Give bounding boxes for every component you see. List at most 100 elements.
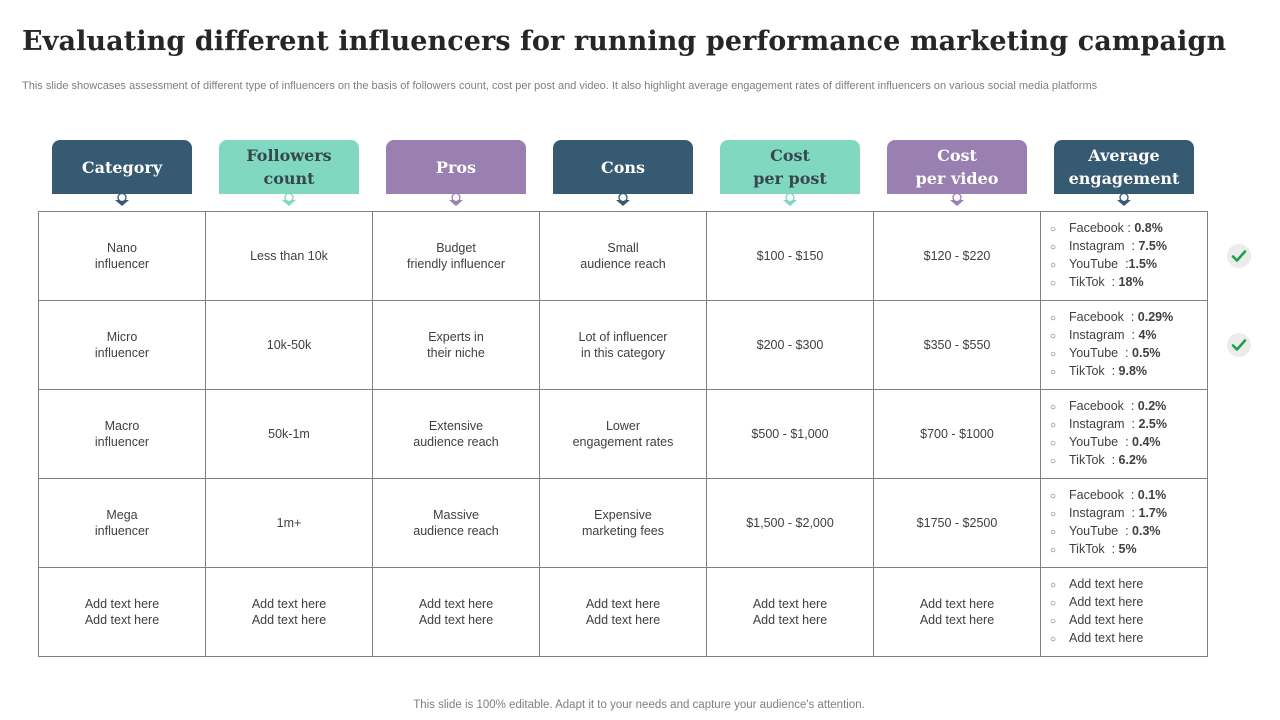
cell-cost-video: Add text here Add text here: [873, 567, 1041, 657]
platform-label: TikTok :: [1069, 275, 1119, 289]
platform-label: YouTube :: [1069, 257, 1129, 271]
hollow-bullet-icon: ○: [1050, 545, 1057, 556]
table-row: Nano influencer Less than 10k Budget frien…: [38, 211, 1208, 301]
list-item: ○ Instagram : 7.5%: [1050, 238, 1207, 256]
platform-label: Facebook :: [1069, 488, 1138, 502]
engagement-rate: 0.1%: [1137, 488, 1167, 502]
platform-label: YouTube :: [1069, 346, 1133, 360]
list-item: ○ Facebook : 0.1%: [1050, 487, 1207, 505]
column-header-0: Category: [52, 140, 192, 194]
engagement-list: ○ Facebook : 0.8% ○ Instagram : 7.5% ○ YouTub…: [1041, 220, 1207, 292]
cell-category: Mega influencer: [38, 478, 206, 568]
list-item: ○ Add text here: [1050, 612, 1207, 630]
connector-pin-icon: [1117, 193, 1131, 206]
platform-label: Facebook :: [1069, 221, 1135, 235]
platform-label: Facebook :: [1069, 399, 1138, 413]
engagement-rate: 18%: [1118, 275, 1144, 289]
cell-engagement: ○ Facebook : 0.1% ○ Instagram : 1.7% ○ YouTub…: [1040, 478, 1208, 568]
platform-label: YouTube :: [1069, 435, 1133, 449]
cell-engagement: ○ Add text here ○ Add text here ○ Add text he…: [1040, 567, 1208, 657]
engagement-rate: 2.5%: [1138, 417, 1167, 431]
column-header-label: Average engagement: [1068, 146, 1180, 188]
engagement-rate: 9.8%: [1118, 364, 1148, 378]
page-title: Evaluating different influencers for run…: [22, 26, 1227, 57]
platform-label: Instagram :: [1069, 328, 1139, 342]
engagement-list: ○ Facebook : 0.29% ○ Instagram : 4% ○ YouTube…: [1041, 309, 1207, 381]
connector-pin-icon: [616, 193, 630, 206]
engagement-list: ○ Facebook : 0.1% ○ Instagram : 1.7% ○ YouTub…: [1041, 487, 1207, 559]
hollow-bullet-icon: ○: [1050, 349, 1057, 360]
list-item: ○ TikTok : 6.2%: [1050, 452, 1207, 470]
column-header-6: Average engagement: [1054, 140, 1194, 194]
engagement-list: ○ Add text here ○ Add text here ○ Add text he…: [1041, 576, 1207, 648]
connector-pin-icon: [449, 193, 463, 206]
connector-pin-icon: [783, 193, 797, 206]
cell-cons: Add text here Add text here: [539, 567, 707, 657]
engagement-rate: 1.5%: [1128, 257, 1158, 271]
table-row: Add text here Add text here Add text here…: [38, 567, 1208, 657]
table-row: Mega influencer 1m+ Massive audience reach…: [38, 478, 1208, 568]
hollow-bullet-icon: ○: [1050, 367, 1057, 378]
engagement-rate: 4%: [1138, 328, 1157, 342]
cell-followers: Less than 10k: [205, 211, 373, 301]
hollow-bullet-icon: ○: [1050, 634, 1057, 645]
engagement-rate: 0.2%: [1137, 399, 1167, 413]
hollow-bullet-icon: ○: [1050, 616, 1057, 627]
hollow-bullet-icon: ○: [1050, 491, 1057, 502]
hollow-bullet-icon: ○: [1050, 331, 1057, 342]
cell-pros: Extensive audience reach: [372, 389, 540, 479]
platform-label: Instagram :: [1069, 417, 1139, 431]
cell-cons: Lot of influencer in this category: [539, 300, 707, 390]
engagement-rate: 0.5%: [1132, 346, 1161, 360]
column-header-label: Cost per video: [915, 146, 999, 188]
list-item: ○ Instagram : 4%: [1050, 327, 1207, 345]
cell-cons: Small audience reach: [539, 211, 707, 301]
hollow-bullet-icon: ○: [1050, 260, 1057, 271]
check-icon: [1227, 333, 1251, 357]
cell-followers: 1m+: [205, 478, 373, 568]
column-header-label: Category: [81, 157, 163, 177]
cell-cost-video: $700 - $1000: [873, 389, 1041, 479]
hollow-bullet-icon: ○: [1050, 527, 1057, 538]
cell-category: Macro influencer: [38, 389, 206, 479]
check-icon: [1227, 244, 1251, 268]
hollow-bullet-icon: ○: [1050, 224, 1057, 235]
list-item: ○ Facebook : 0.2%: [1050, 398, 1207, 416]
connector-pin-icon: [115, 193, 129, 206]
cell-followers: 10k-50k: [205, 300, 373, 390]
cell-followers: Add text here Add text here: [205, 567, 373, 657]
hollow-bullet-icon: ○: [1050, 438, 1057, 449]
engagement-rate: 6.2%: [1118, 453, 1148, 467]
cell-cost-post: $100 - $150: [706, 211, 874, 301]
list-item: ○ Instagram : 1.7%: [1050, 505, 1207, 523]
platform-label: Add text here: [1069, 577, 1144, 591]
list-item: ○ Facebook : 0.8%: [1050, 220, 1207, 238]
cell-cost-post: $500 - $1,000: [706, 389, 874, 479]
cell-engagement: ○ Facebook : 0.2% ○ Instagram : 2.5% ○ YouTub…: [1040, 389, 1208, 479]
list-item: ○ TikTok : 9.8%: [1050, 363, 1207, 381]
platform-label: Add text here: [1069, 631, 1144, 645]
hollow-bullet-icon: ○: [1050, 420, 1057, 431]
hollow-bullet-icon: ○: [1050, 278, 1057, 289]
list-item: ○ Add text here: [1050, 594, 1207, 612]
column-header-1: Followers count: [219, 140, 359, 194]
list-item: ○ YouTube : 0.4%: [1050, 434, 1207, 452]
column-header-label: Cost per post: [753, 146, 827, 188]
engagement-rate: 0.3%: [1132, 524, 1161, 538]
column-header-4: Cost per post: [720, 140, 860, 194]
column-header-label: Pros: [435, 157, 477, 177]
cell-pros: Experts in their niche: [372, 300, 540, 390]
hollow-bullet-icon: ○: [1050, 313, 1057, 324]
hollow-bullet-icon: ○: [1050, 242, 1057, 253]
cell-cost-post: $200 - $300: [706, 300, 874, 390]
platform-label: Facebook :: [1069, 310, 1138, 324]
cell-cost-video: $350 - $550: [873, 300, 1041, 390]
cell-cost-post: Add text here Add text here: [706, 567, 874, 657]
column-header-3: Cons: [553, 140, 693, 194]
list-item: ○ TikTok : 5%: [1050, 541, 1207, 559]
footer-note: This slide is 100% editable. Adapt it to…: [413, 699, 865, 711]
cell-engagement: ○ Facebook : 0.8% ○ Instagram : 7.5% ○ YouTub…: [1040, 211, 1208, 301]
connector-pin-icon: [282, 193, 296, 206]
influencer-table: Nano influencer Less than 10k Budget frien…: [38, 211, 1208, 657]
list-item: ○ YouTube : 0.3%: [1050, 523, 1207, 541]
